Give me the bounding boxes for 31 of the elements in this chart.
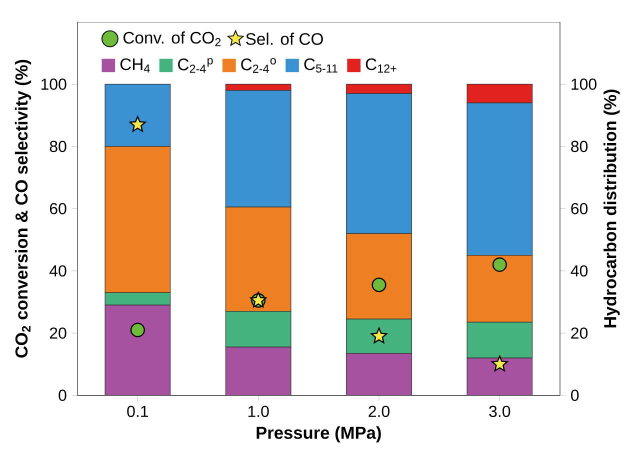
y2-tick-label: 80 xyxy=(571,140,588,152)
x-tick-label: 0.1 xyxy=(127,406,148,418)
point xyxy=(129,116,146,132)
legend-label: C$_{2-4}$p xyxy=(178,58,213,73)
y-tick-label: 80 xyxy=(50,140,66,152)
x-tick-label: 3.0 xyxy=(489,406,510,418)
point xyxy=(491,356,508,372)
point xyxy=(492,257,507,272)
x-tick-label: 2.0 xyxy=(368,406,390,418)
x-tick-label: 1.0 xyxy=(248,406,269,418)
legend-label: Sel. of CO xyxy=(246,32,323,45)
y-axis-title: CO$_{2}$ conversion & CO selectivity (%) xyxy=(14,60,32,358)
point xyxy=(130,322,145,338)
legend-label: CH$_{4}$ xyxy=(120,58,150,73)
y2-axis-title: Hydrocarbon distribution (%) xyxy=(604,90,620,328)
y2-tick-label: 40 xyxy=(570,265,588,277)
y-tick-label: 40 xyxy=(50,265,66,277)
legend-label: C$_{12+}$ xyxy=(366,58,396,73)
y2-tick-label: 20 xyxy=(571,327,588,339)
y2-tick-label: 100 xyxy=(572,78,596,90)
legend-label: C$_{5-11}$ xyxy=(304,58,338,73)
point xyxy=(372,278,386,292)
legend-label: Conv. of CO$_{2}$ xyxy=(124,31,221,46)
y-tick-label: 0 xyxy=(58,390,66,401)
y-tick-label: 100 xyxy=(41,78,66,90)
x-axis-title: Pressure (MPa) xyxy=(256,426,381,442)
y-tick-label: 60 xyxy=(50,202,66,214)
y2-tick-label: 0 xyxy=(571,390,579,401)
y2-tick-label: 60 xyxy=(571,202,588,214)
legend-label: C$_{2-4}$o xyxy=(241,58,276,73)
y-tick-label: 20 xyxy=(50,327,66,339)
